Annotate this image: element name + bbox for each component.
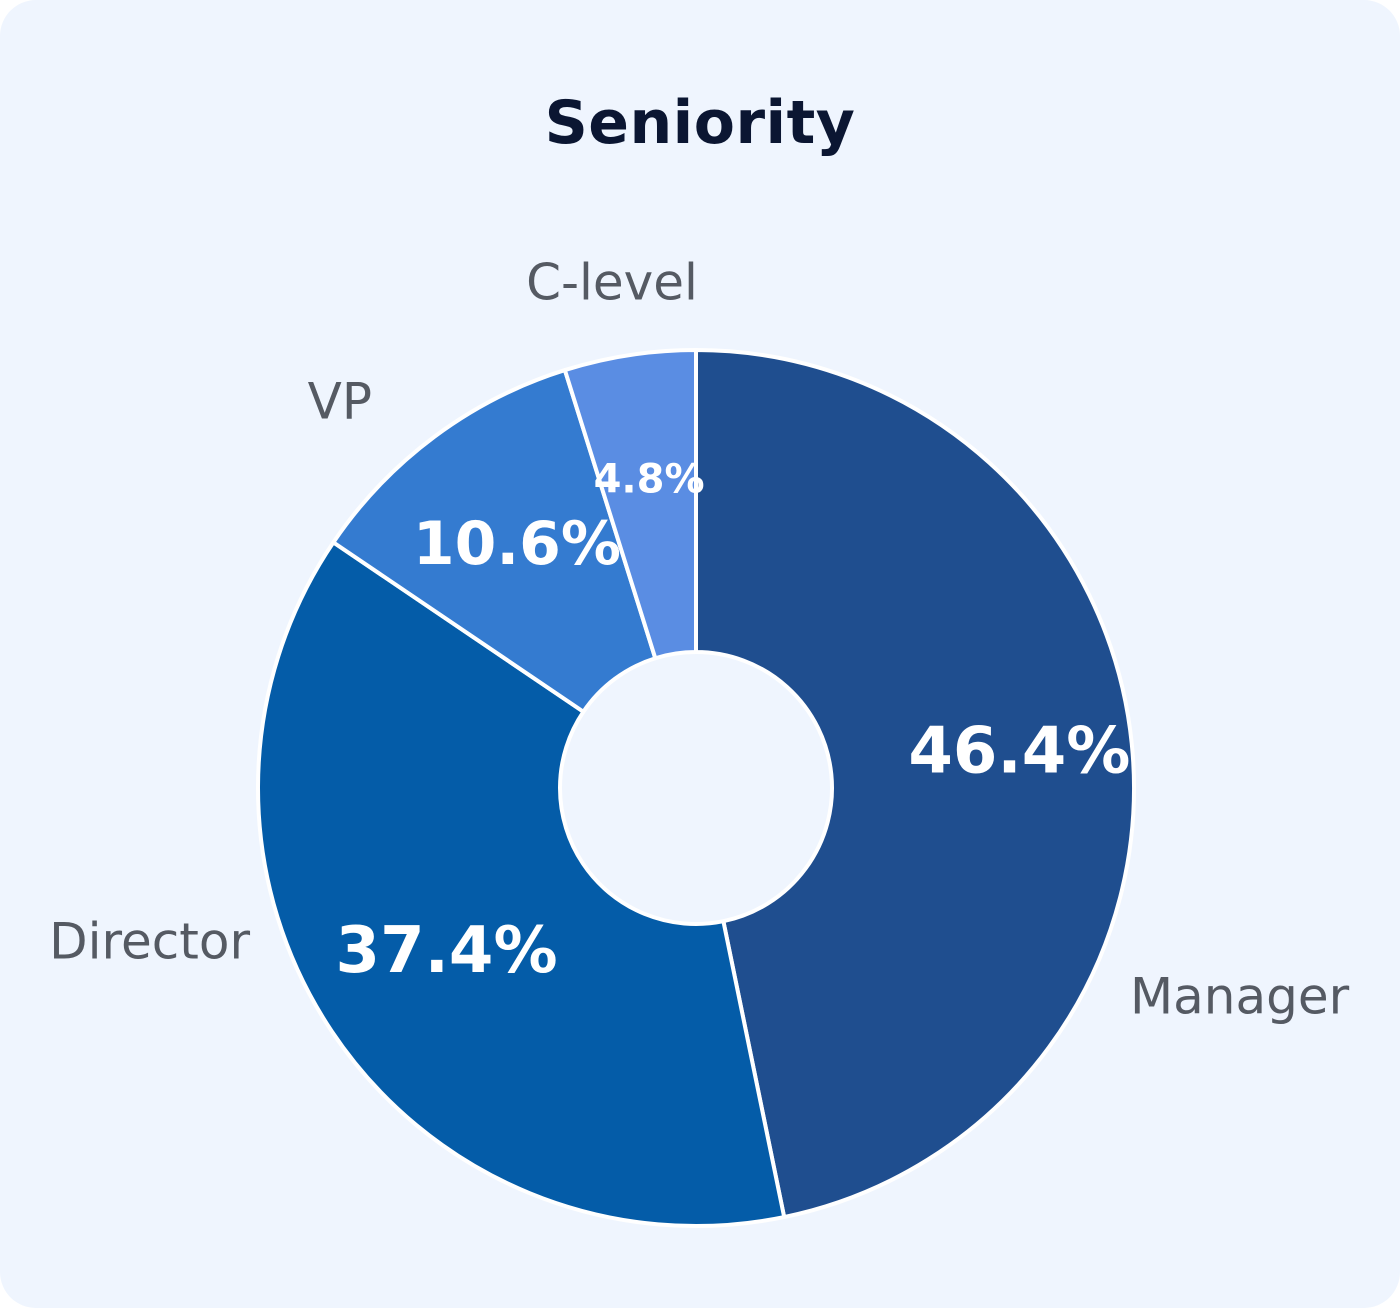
slice-value-label-vp: 10.6% [413,509,621,579]
slice-value-label-manager: 46.4% [908,715,1130,789]
chart-title: Seniority [544,88,856,158]
slice-manager [694,348,1136,1220]
slice-value-label-c-level: 4.8% [594,457,705,503]
category-label-vp: VP [308,373,372,431]
category-label-director: Director [49,913,250,971]
slice-director [256,540,787,1228]
slice-c-level [562,348,698,661]
category-label-c-level: C-level [526,254,698,312]
slice-value-label-director: 37.4% [336,914,558,988]
category-label-manager: Manager [1130,968,1350,1026]
slice-vp [331,368,658,714]
